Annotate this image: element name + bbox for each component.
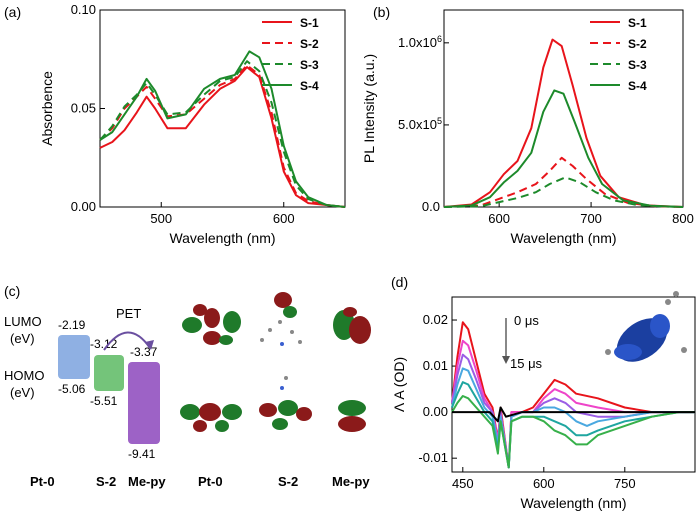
pt0-level-box bbox=[58, 335, 90, 379]
x-tick-label: 500 bbox=[150, 211, 172, 226]
lumo-label: LUMO bbox=[4, 314, 42, 329]
spin-density-inset bbox=[605, 291, 687, 362]
series-line bbox=[443, 156, 684, 208]
y-axis-label: PL Intensity (a.u.) bbox=[361, 54, 377, 163]
chart-b-pl-intensity: 600 700 800 0.0 5.0x105 1.0x106 Wavelength (nm… bbox=[361, 9, 694, 246]
time-arrow-head bbox=[502, 356, 510, 364]
orbital-s2-lumo bbox=[260, 292, 302, 346]
x-tick-label: 700 bbox=[580, 211, 602, 226]
pet-arrow-head bbox=[145, 340, 154, 350]
y-axis-label: Absorbence bbox=[39, 71, 55, 146]
pt0-homo-value: -5.06 bbox=[58, 382, 86, 396]
pt0-name: Pt-0 bbox=[30, 474, 55, 489]
orbital-pt0-lumo bbox=[182, 304, 241, 345]
s2-level-box bbox=[94, 355, 124, 391]
x-tick-label: 450 bbox=[452, 476, 474, 491]
orbital-label-pt0: Pt-0 bbox=[198, 474, 223, 489]
y-tick-label: 0.05 bbox=[71, 101, 96, 116]
series-line bbox=[443, 176, 684, 208]
panel-label-b: (b) bbox=[373, 4, 390, 20]
mepy-level-box bbox=[128, 362, 160, 444]
y-tick-exponent: 6 bbox=[437, 34, 442, 44]
chart-a-absorbance: 500 600 0.00 0.05 0.10 Wavelength (nm) Absorbe… bbox=[39, 2, 346, 246]
orbital-mepy-homo bbox=[338, 400, 366, 432]
homo-unit: (eV) bbox=[10, 385, 35, 400]
y-tick-label: 0.00 bbox=[423, 404, 448, 419]
series-line bbox=[443, 89, 684, 208]
orbital-pt0-homo bbox=[180, 403, 242, 432]
x-axis-label: Wavelength (nm) bbox=[169, 230, 275, 246]
orbital-mepy-lumo bbox=[333, 307, 371, 344]
pt0-lumo-value: -2.19 bbox=[58, 318, 86, 332]
y-tick-label: 0.00 bbox=[71, 199, 96, 214]
x-tick-label: 800 bbox=[672, 211, 694, 226]
mepy-homo-value: -9.41 bbox=[128, 447, 156, 461]
plot-frame bbox=[451, 296, 696, 473]
series-line bbox=[99, 50, 346, 208]
y-axis-label: Λ A (OD) bbox=[391, 357, 407, 412]
mepy-name: Me-py bbox=[128, 474, 166, 489]
plot-frame bbox=[443, 9, 684, 208]
legend-label: S-4 bbox=[300, 79, 319, 93]
legend-label: S-1 bbox=[300, 16, 319, 30]
orbital-label-s2: S-2 bbox=[278, 474, 298, 489]
x-tick-label: 600 bbox=[488, 211, 510, 226]
panel-label-a: (a) bbox=[4, 4, 21, 20]
energy-level-diagram: LUMO (eV) HOMO (eV) -2.19 -5.06 -3.12 -5… bbox=[4, 292, 371, 489]
orbital-label-mepy: Me-py bbox=[332, 474, 370, 489]
legend-label: S-2 bbox=[300, 37, 319, 51]
x-tick-label: 600 bbox=[533, 476, 555, 491]
x-tick-label: 750 bbox=[614, 476, 636, 491]
s2-homo-value: -5.51 bbox=[90, 394, 118, 408]
panel-label-c: (c) bbox=[4, 283, 20, 299]
legend-label: S-2 bbox=[628, 37, 647, 51]
series-line bbox=[452, 406, 695, 423]
legend-label: S-3 bbox=[300, 58, 319, 72]
s2-name: S-2 bbox=[96, 474, 116, 489]
y-tick-label: 5.0x105 bbox=[398, 116, 442, 132]
x-axis-label: Wavelength (nm) bbox=[510, 230, 616, 246]
legend-label: S-3 bbox=[628, 58, 647, 72]
y-tick-label: 0.10 bbox=[71, 2, 96, 17]
x-tick-label: 600 bbox=[273, 211, 295, 226]
legend-label: S-1 bbox=[628, 16, 647, 30]
homo-label: HOMO bbox=[4, 368, 44, 383]
panel-label-d: (d) bbox=[391, 274, 408, 290]
x-axis-label: Wavelength (nm) bbox=[520, 495, 626, 511]
y-tick-label: 0.02 bbox=[423, 312, 448, 327]
series-line bbox=[451, 381, 695, 469]
y-tick-label: 1.0x106 bbox=[398, 34, 442, 50]
y-tick-exponent: 5 bbox=[437, 116, 442, 126]
series-line bbox=[451, 339, 695, 469]
orbital-s2-homo bbox=[259, 376, 312, 430]
chart-d-transient-absorption: 450 600 750 -0.01 0.00 0.01 0.02 Wavelength (nm… bbox=[391, 296, 696, 511]
mepy-lumo-value: -3.37 bbox=[130, 345, 158, 359]
y-tick-label: -0.01 bbox=[418, 450, 448, 465]
series-line bbox=[443, 38, 684, 208]
time-end-label: 15 μs bbox=[510, 356, 543, 371]
time-start-label: 0 μs bbox=[514, 313, 539, 328]
legend-label: S-4 bbox=[628, 79, 647, 93]
pet-label: PET bbox=[116, 306, 141, 321]
y-tick-label: 0.01 bbox=[423, 358, 448, 373]
lumo-unit: (eV) bbox=[10, 331, 35, 346]
series-line bbox=[99, 66, 346, 208]
y-tick-label: 0.0 bbox=[422, 199, 440, 214]
series-line bbox=[451, 395, 695, 469]
